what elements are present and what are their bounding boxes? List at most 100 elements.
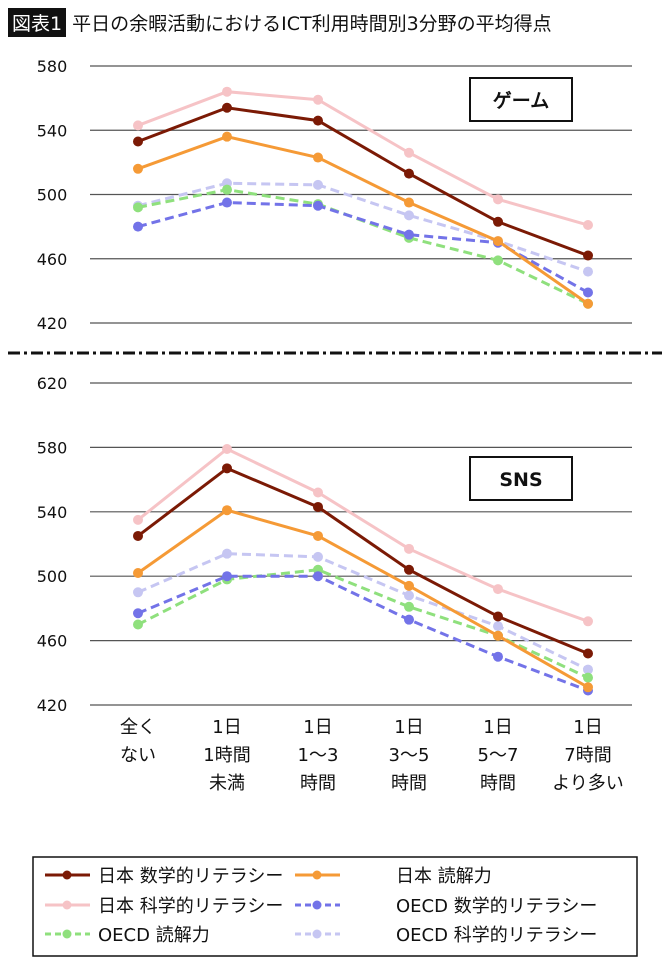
legend-swatch-marker xyxy=(62,929,72,939)
legend-label: OECD 読解力 xyxy=(98,925,210,946)
data-point xyxy=(404,564,414,575)
data-point xyxy=(404,210,414,221)
data-point xyxy=(313,571,323,582)
legend-swatch-marker xyxy=(62,900,72,910)
x-tick-label-line: 1～3 xyxy=(298,745,339,766)
data-point xyxy=(493,194,503,205)
x-tick-label: 1日 1時間未満 xyxy=(203,717,250,794)
data-point xyxy=(404,229,414,240)
legend-label: OECD 数学的リテラシー xyxy=(396,896,597,917)
series-line-5 xyxy=(137,552,589,671)
data-point xyxy=(222,444,232,455)
x-tick-label-line: 1日 xyxy=(483,717,512,738)
data-point xyxy=(583,287,593,298)
data-point xyxy=(493,651,503,662)
data-point xyxy=(493,255,503,266)
data-point xyxy=(313,152,323,163)
data-point xyxy=(583,250,593,261)
x-tick-label-line: 全く xyxy=(120,717,156,738)
legend-label: 日本 数学的リテラシー xyxy=(98,866,283,887)
series-line-3 xyxy=(137,574,589,692)
data-point xyxy=(583,672,593,683)
data-point xyxy=(222,548,232,559)
y-tick-label: 500 xyxy=(37,186,68,205)
legend-label: OECD 科学的リテラシー xyxy=(396,925,597,946)
data-point xyxy=(583,266,593,277)
data-point xyxy=(583,298,593,309)
legend-label: 日本 読解力 xyxy=(396,866,492,887)
data-point xyxy=(404,580,414,591)
data-point xyxy=(133,567,143,578)
series-line-0 xyxy=(137,466,589,655)
data-point xyxy=(313,115,323,126)
y-tick-label: 460 xyxy=(37,632,68,651)
data-point xyxy=(222,197,232,208)
data-point xyxy=(133,608,143,619)
series-line-0 xyxy=(137,106,589,257)
x-tick-label-line: 1時間 xyxy=(203,745,250,766)
data-point xyxy=(133,202,143,213)
legend-label: 日本 科学的リテラシー xyxy=(98,896,283,917)
title-text: 平日の余暇活動におけるICT利用時間別3分野の平均得点 xyxy=(72,13,552,35)
data-point xyxy=(404,543,414,554)
data-point xyxy=(133,514,143,525)
x-tick-label-line: 1日 xyxy=(394,717,423,738)
x-tick-label: 1日 5～7 時間 xyxy=(478,717,519,794)
data-point xyxy=(222,131,232,142)
data-point xyxy=(133,136,143,147)
data-point xyxy=(133,163,143,174)
data-point xyxy=(222,184,232,195)
x-tick-label-line: より多い xyxy=(552,773,624,794)
panel-1: 420 460 500 540 580 620 SNS xyxy=(37,374,632,715)
panel-0: 420 460 500 540 580 ゲーム xyxy=(37,57,632,333)
data-point xyxy=(313,200,323,211)
data-point xyxy=(313,501,323,512)
data-point xyxy=(133,530,143,541)
legend-swatch-marker xyxy=(312,870,322,880)
data-point xyxy=(222,102,232,113)
panel-label: ゲーム xyxy=(493,90,549,112)
series-line-1 xyxy=(137,135,589,305)
data-point xyxy=(313,94,323,105)
data-point xyxy=(493,630,503,641)
data-point xyxy=(313,530,323,541)
x-tick-label: 1日 7時間より多い xyxy=(552,717,624,794)
data-point xyxy=(493,216,503,227)
panel-label-box xyxy=(469,456,573,501)
data-point xyxy=(583,616,593,627)
x-tick-label-line: 5～7 xyxy=(478,745,519,766)
data-point xyxy=(313,487,323,498)
y-tick-label: 540 xyxy=(37,503,68,522)
data-point xyxy=(583,682,593,693)
y-tick-label: 460 xyxy=(37,250,68,269)
data-point xyxy=(222,571,232,582)
x-tick-label-line: 時間 xyxy=(300,773,336,794)
data-point xyxy=(313,551,323,562)
y-tick-label: 420 xyxy=(37,696,68,715)
y-tick-label: 620 xyxy=(37,374,68,393)
series-line-1 xyxy=(137,508,589,689)
data-point xyxy=(133,587,143,598)
x-tick-label-line: 1日 xyxy=(303,717,332,738)
x-tick-label-line: 3～5 xyxy=(389,745,430,766)
x-tick-label: 1日 3～5 時間 xyxy=(389,717,430,794)
x-tick-label: 1日 1～3 時間 xyxy=(298,717,339,794)
data-point xyxy=(133,221,143,232)
legend-swatch-marker xyxy=(312,929,322,939)
x-tick-label-line: 未満 xyxy=(209,773,245,794)
y-tick-label: 540 xyxy=(37,121,68,140)
chart-title: 図表1 平日の余暇活動におけるICT利用時間別3分野の平均得点 xyxy=(8,8,552,37)
panel-label-box xyxy=(469,77,573,122)
x-tick-label-line: ない xyxy=(120,745,156,766)
x-tick-label: 全くない xyxy=(120,717,156,766)
x-tick-label-line: 時間 xyxy=(480,773,516,794)
data-point xyxy=(404,147,414,158)
data-point xyxy=(583,648,593,659)
legend-swatch-marker xyxy=(312,900,322,910)
series-line-5 xyxy=(137,181,589,274)
data-point xyxy=(493,236,503,247)
y-tick-label: 420 xyxy=(37,314,68,333)
